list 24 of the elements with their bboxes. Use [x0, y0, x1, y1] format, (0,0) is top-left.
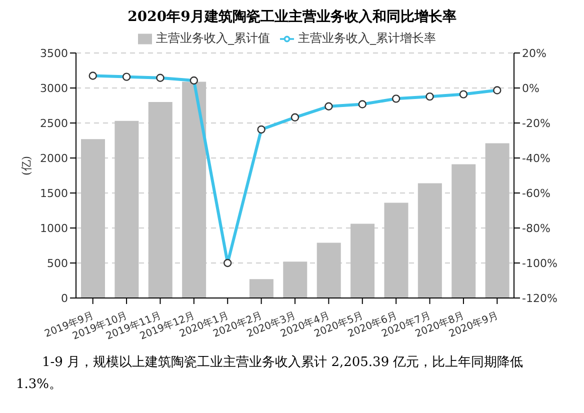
y-axis-title: (亿) — [20, 156, 33, 176]
legend-label: 主营业务收入_累计值 — [156, 31, 270, 45]
bar — [249, 279, 274, 298]
y2-tick-label: -20% — [522, 116, 550, 130]
y-tick-label: 500 — [47, 256, 68, 270]
y2-tick-label: 0% — [522, 82, 540, 95]
y-tick-label: 0 — [61, 292, 68, 305]
bar — [418, 183, 442, 298]
y2-tick-label: -80% — [522, 222, 550, 235]
legend-label: 主营业务收入_累计增长率 — [298, 31, 436, 45]
y-tick-label: 3500 — [40, 46, 68, 60]
y-tick-label: 1500 — [40, 186, 68, 200]
y-tick-label: 3000 — [40, 82, 68, 95]
text: 1-9 月，规模以上建筑陶瓷工业主营业务收入累计 2,205.39 亿元，比上年同期降低 1.3%。 — [15, 354, 524, 394]
y2-tick-label: -120% — [522, 292, 558, 305]
y2-tick-label: 20% — [522, 46, 546, 60]
y-tick-label: 2500 — [40, 116, 68, 130]
y2-tick-label: -60% — [522, 186, 550, 200]
y2-tick-label: -100% — [522, 256, 558, 270]
bar — [283, 262, 308, 298]
chart-title: 2020年9月建筑陶瓷工业主营业务收入和同比增长率 — [126, 8, 458, 26]
y-tick-label: 1000 — [40, 222, 68, 235]
y-tick-label: 2000 — [40, 152, 68, 165]
y2-tick-label: -40% — [522, 152, 550, 165]
